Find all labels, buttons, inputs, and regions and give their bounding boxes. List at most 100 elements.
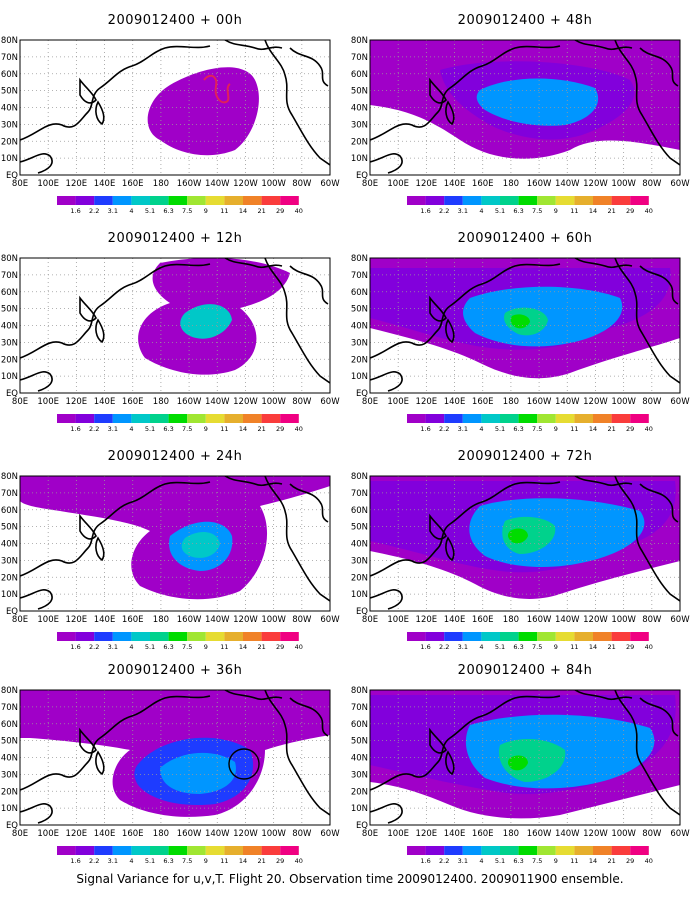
lon-label: 140E (444, 615, 466, 625)
coastlines (370, 40, 680, 174)
colorbar-swatch (75, 846, 95, 855)
colorbar-label: 14 (589, 425, 597, 433)
lat-label: 70N (1, 703, 18, 713)
colorbar-swatch (150, 414, 169, 423)
lon-label: 80E (362, 179, 378, 189)
lon-label: 80E (12, 397, 28, 407)
colorbar-label: 9 (204, 857, 208, 865)
lon-label: 100E (37, 179, 59, 189)
lon-label: 60W (670, 829, 690, 839)
lon-label: 80W (292, 397, 312, 407)
colorbar-swatch (280, 632, 299, 641)
colorbar: 1.6 2.2 3.1 4 5.1 6.3 7.5 9 11 14 21 29 40 (407, 196, 653, 215)
colorbar-swatch (243, 196, 262, 205)
lon-label: 100E (37, 397, 59, 407)
colorbar-label: 6.3 (513, 425, 523, 433)
colorbar-label: 7.5 (532, 857, 542, 865)
colorbar-swatch (481, 196, 500, 205)
lon-label: 60W (320, 397, 340, 407)
colorbar-swatch (168, 196, 188, 205)
map-area (20, 476, 330, 611)
colorbar-swatch (630, 632, 649, 641)
coastlines (370, 258, 680, 392)
variance-fill (20, 476, 330, 600)
colorbar-swatch (261, 632, 281, 641)
lon-label: 120E (416, 829, 438, 839)
figure-caption: Signal Variance for u,v,T. Flight 20. Ob… (76, 872, 624, 886)
colorbar: 1.6 2.2 3.1 4 5.1 6.3 7.5 9 11 14 21 29 40 (57, 846, 303, 865)
map-frame (19, 39, 331, 176)
colorbar-swatch (555, 414, 575, 423)
lat-label: 20N (1, 573, 18, 583)
colorbar-label: 1.6 (420, 643, 430, 651)
lat-label: 10N (1, 154, 18, 164)
colorbar-label: 40 (295, 207, 303, 215)
lat-label: 50N (351, 305, 368, 315)
colorbar-label: 2.2 (439, 207, 449, 215)
lon-label: 160E (472, 179, 494, 189)
colorbar-swatch (425, 196, 445, 205)
colorbar-swatch (630, 414, 649, 423)
colorbar-label: 3.1 (458, 857, 468, 865)
map-area (370, 258, 680, 393)
lon-label: 100W (261, 397, 286, 407)
lat-label: 60N (1, 288, 18, 298)
lat-label: EQ (6, 389, 18, 399)
lon-label: 140W (555, 397, 580, 407)
colorbar-label: 6.3 (163, 425, 173, 433)
lon-label: 140W (555, 829, 580, 839)
colorbar-label: 14 (239, 425, 247, 433)
colorbar-swatch (168, 632, 188, 641)
colorbar-swatch (611, 196, 631, 205)
lat-label: EQ (6, 821, 18, 831)
lat-label: 40N (351, 104, 368, 114)
lat-label: 30N (351, 120, 368, 130)
colorbar-label: 40 (295, 857, 303, 865)
colorbar-label: 2.2 (439, 425, 449, 433)
lon-label: 140E (444, 397, 466, 407)
lat-label: 80N (1, 686, 18, 696)
colorbar-label: 14 (239, 207, 247, 215)
colorbar-label: 29 (626, 857, 634, 865)
lat-label: 50N (1, 305, 18, 315)
lat-label: 30N (1, 770, 18, 780)
colorbar-label: 6.3 (513, 643, 523, 651)
colorbar-label: 29 (276, 425, 284, 433)
lat-label: 60N (1, 70, 18, 80)
colorbar-swatch (444, 846, 463, 855)
colorbar-label: 11 (220, 425, 228, 433)
lat-label: 80N (351, 472, 368, 482)
lat-label: 60N (351, 720, 368, 730)
lon-label: 160W (177, 179, 202, 189)
colorbar-label: 9 (554, 643, 558, 651)
colorbar-swatch (555, 632, 575, 641)
colorbar-label: 2.2 (89, 857, 99, 865)
lon-label: 100W (611, 615, 636, 625)
colorbar-label: 40 (645, 425, 653, 433)
lon-label: 120E (66, 615, 88, 625)
lon-label: 180 (503, 397, 519, 407)
map-frame (19, 475, 331, 612)
lon-label: 140E (444, 179, 466, 189)
colorbar-swatch (611, 414, 631, 423)
colorbar-label: 40 (645, 857, 653, 865)
colorbar: 1.6 2.2 3.1 4 5.1 6.3 7.5 9 11 14 21 29 40 (407, 414, 653, 433)
colorbar-swatch (518, 632, 538, 641)
lon-label: 120W (233, 615, 258, 625)
colorbar-label: 5.1 (145, 207, 155, 215)
colorbar-label: 11 (570, 643, 578, 651)
colorbar-swatch (205, 846, 225, 855)
colorbar-swatch (280, 414, 299, 423)
variance-fill (370, 258, 680, 379)
lon-label: 120E (416, 397, 438, 407)
colorbar-label: 4 (129, 425, 133, 433)
lon-label: 100E (387, 829, 409, 839)
lon-label: 80E (12, 615, 28, 625)
lon-label: 140W (555, 615, 580, 625)
variance-fill (20, 690, 330, 817)
lat-label: EQ (6, 607, 18, 617)
colorbar-label: 14 (589, 643, 597, 651)
lat-label: EQ (356, 171, 368, 181)
lon-label: 80W (292, 179, 312, 189)
